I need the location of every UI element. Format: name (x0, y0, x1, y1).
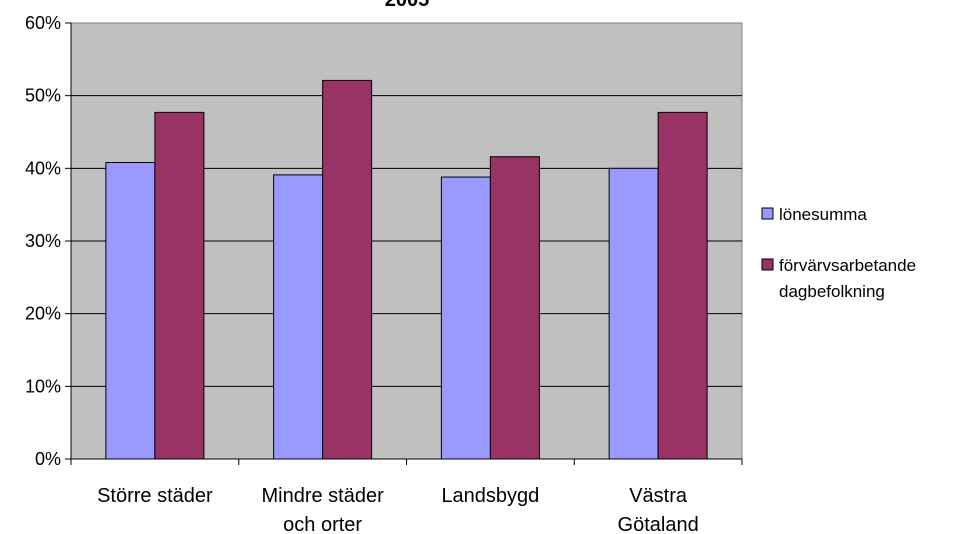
bar-lonesumma (440, 176, 491, 460)
legend-swatch (761, 207, 774, 220)
bar-lonesumma (608, 167, 659, 460)
bar-dagbefolkning (657, 111, 708, 460)
legend-swatch (761, 258, 774, 271)
bar-dagbefolkning (322, 79, 373, 460)
y-tick-label: 30% (25, 231, 61, 251)
bar-lonesumma (273, 174, 324, 460)
bar-dagbefolkning (489, 156, 540, 460)
bars (105, 79, 708, 460)
y-tick-label: 10% (25, 376, 61, 396)
legend-label: lönesumma (779, 205, 867, 224)
y-tick-label: 40% (25, 158, 61, 178)
bar-lonesumma (105, 162, 156, 460)
category-label: Landsbygd (441, 485, 539, 507)
category-label: Mindre städer (261, 485, 384, 507)
legend-label: förvärvsarbetande (779, 256, 916, 275)
y-tick-label: 0% (35, 449, 61, 469)
y-tick-label: 60% (25, 13, 61, 33)
bar-dagbefolkning (154, 111, 205, 460)
x-axis-categories: Större städer Mindre städer och orter Lands… (97, 485, 699, 534)
category-label: Västra (629, 485, 688, 507)
y-tick-label: 20% (25, 304, 61, 324)
chart-title: 2005 (385, 0, 430, 11)
category-label: Större städer (97, 485, 213, 507)
legend-label: dagbefolkning (779, 282, 885, 301)
category-label: och orter (283, 514, 362, 534)
y-axis-ticks: 0% 10% 20% 30% 40% 50% 60% (25, 13, 71, 469)
y-tick-label: 50% (25, 86, 61, 106)
legend: lönesumma förvärvsarbetande dagbefolkning (761, 205, 916, 301)
category-label: Götaland (618, 514, 699, 534)
